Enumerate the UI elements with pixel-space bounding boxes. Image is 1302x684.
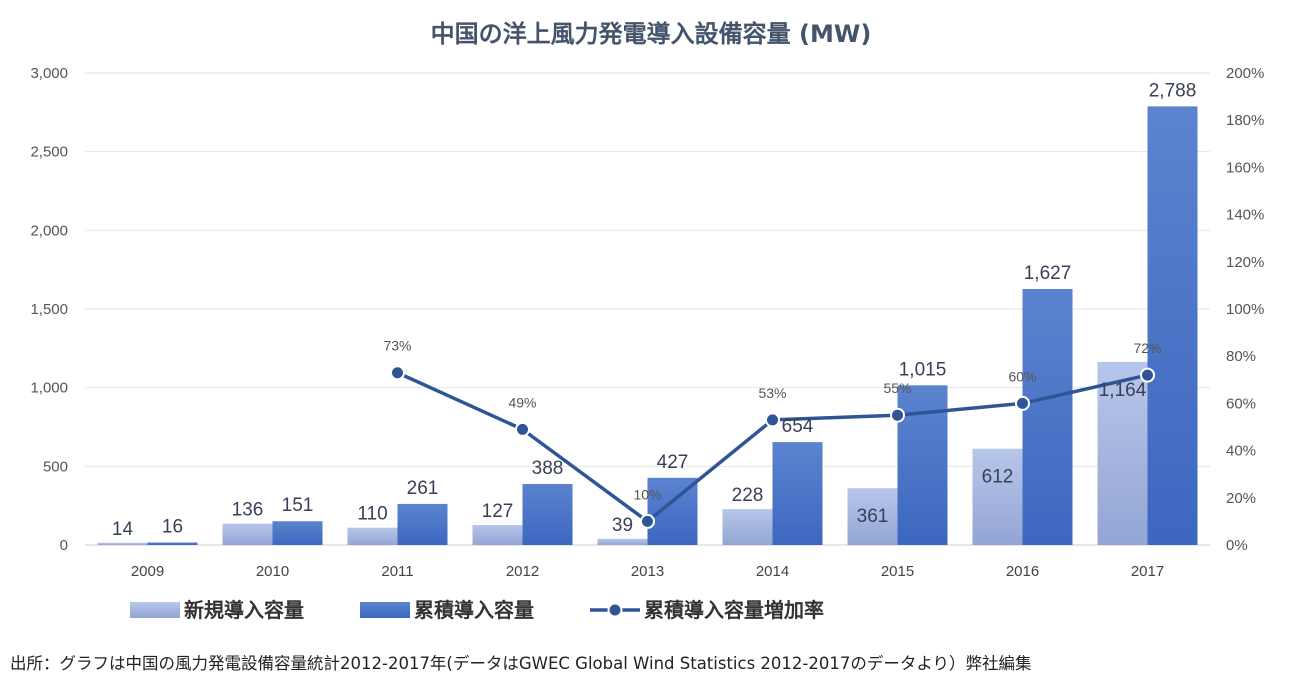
bar-new-capacity (722, 509, 773, 545)
right-y-axis: 0% 20% 40% 60% 80% 100% 120% 140% 160% 180% 200% (1226, 65, 1264, 554)
x-tick-label: 2013 (631, 563, 664, 580)
chart-title: 中国の洋上風力発電導入設備容量 (MW) (430, 20, 872, 48)
data-label-cumulative: 388 (532, 458, 564, 479)
bar-new-capacity (347, 527, 398, 545)
data-label-growth-rate: 73% (383, 338, 411, 354)
growth-rate-point (390, 365, 405, 381)
data-label-new: 361 (857, 506, 889, 527)
data-label-new: 1,164 (1099, 380, 1147, 401)
bar-cumulative-capacity (147, 542, 198, 545)
legend-swatch-new (130, 602, 180, 618)
x-axis: 2009 2010 2011 2012 2013 2014 2015 2016 2017 (131, 563, 1164, 580)
bar-new-capacity (1097, 361, 1148, 545)
growth-line (390, 365, 1155, 529)
bar-new-capacity (97, 542, 148, 545)
legend-marker (607, 602, 623, 618)
data-label-cumulative: 654 (782, 416, 814, 437)
legend-swatch-cumulative (360, 602, 410, 618)
data-label-growth-rate: 60% (1008, 368, 1036, 384)
data-label-cumulative: 261 (407, 478, 439, 499)
data-label-new: 110 (357, 504, 387, 525)
bar-cumulative-capacity (397, 503, 448, 545)
y-tick-label-left: 2,500 (30, 144, 68, 161)
data-label-new: 136 (232, 500, 264, 521)
y-tick-label-left: 0 (60, 537, 68, 554)
growth-rate-point (1140, 367, 1155, 383)
data-label-cumulative: 151 (282, 495, 314, 516)
y-tick-label-left: 500 (43, 458, 68, 475)
x-tick-label: 2014 (756, 563, 789, 580)
bar-cumulative-capacity (772, 442, 823, 545)
bar-new-capacity (972, 448, 1023, 545)
x-tick-label: 2015 (881, 563, 914, 580)
bar-new-capacity (472, 525, 523, 545)
data-label-growth-rate: 72% (1133, 340, 1161, 356)
data-label-new: 14 (112, 519, 134, 540)
y-tick-label-right: 120% (1226, 254, 1264, 271)
data-label-growth-rate: 10% (633, 486, 661, 502)
source-note: 出所：グラフは中国の風力発電設備容量統計2012-2017年(データはGWEC … (10, 654, 1032, 673)
y-tick-label-right: 180% (1226, 112, 1264, 129)
legend-label-growth-rate: 累積導入容量増加率 (644, 598, 824, 622)
data-label-growth-rate: 53% (758, 385, 786, 401)
data-label-new: 127 (482, 501, 514, 522)
x-tick-label: 2017 (1131, 563, 1164, 580)
growth-rate-point (1015, 395, 1030, 411)
y-tick-label-right: 140% (1226, 207, 1264, 224)
x-tick-label: 2010 (256, 563, 289, 580)
data-label-cumulative: 427 (657, 452, 689, 473)
y-tick-label-right: 20% (1226, 490, 1256, 507)
legend: 新規導入容量 累積導入容量 累積導入容量増加率 (130, 598, 824, 622)
y-tick-label-right: 80% (1226, 348, 1256, 365)
y-tick-label-right: 100% (1226, 301, 1264, 318)
data-label-new: 39 (612, 515, 633, 536)
x-tick-label: 2011 (381, 563, 413, 580)
bar-new-capacity (597, 538, 648, 545)
data-labels: 14 16 136 151 110 261 127 388 39 427 228 654 361 1,01… (112, 80, 1196, 539)
y-tick-label-right: 40% (1226, 443, 1256, 460)
bar-new-capacity (847, 488, 898, 545)
data-label-new: 228 (732, 485, 764, 506)
left-y-axis: 0 500 1,000 1,500 2,000 2,500 3,000 (30, 65, 68, 554)
growth-rate-point (515, 421, 530, 437)
y-tick-label-left: 1,000 (30, 380, 68, 397)
data-label-new: 612 (982, 467, 1014, 488)
y-tick-label-left: 3,000 (30, 65, 68, 82)
data-label-cumulative: 16 (162, 516, 183, 537)
x-tick-label: 2009 (131, 563, 164, 580)
bar-cumulative-capacity (272, 521, 323, 545)
y-tick-label-right: 0% (1226, 537, 1248, 554)
y-tick-label-left: 1,500 (30, 301, 68, 318)
y-tick-label-right: 160% (1226, 159, 1264, 176)
bar-cumulative-capacity (897, 385, 948, 545)
bars (97, 106, 1198, 545)
x-tick-label: 2012 (506, 563, 539, 580)
data-label-growth-rate: 55% (883, 380, 911, 396)
data-label-cumulative: 1,627 (1024, 263, 1072, 284)
y-tick-label-right: 200% (1226, 65, 1264, 82)
y-tick-label-right: 60% (1226, 395, 1256, 412)
bar-new-capacity (222, 523, 273, 545)
growth-rate-point (765, 412, 780, 428)
growth-rate-point (640, 513, 655, 529)
bar-cumulative-capacity (1022, 289, 1073, 545)
data-label-growth-rate: 49% (508, 394, 536, 410)
legend-label-new: 新規導入容量 (184, 598, 304, 622)
data-label-cumulative: 2,788 (1149, 80, 1197, 101)
bar-cumulative-capacity (1147, 106, 1198, 545)
bar-cumulative-capacity (522, 483, 573, 545)
x-tick-label: 2016 (1006, 563, 1039, 580)
data-label-cumulative: 1,015 (899, 359, 947, 380)
growth-rate-point (890, 407, 905, 423)
y-tick-label-left: 2,000 (30, 222, 68, 239)
legend-label-cumulative: 累積導入容量 (414, 598, 534, 622)
